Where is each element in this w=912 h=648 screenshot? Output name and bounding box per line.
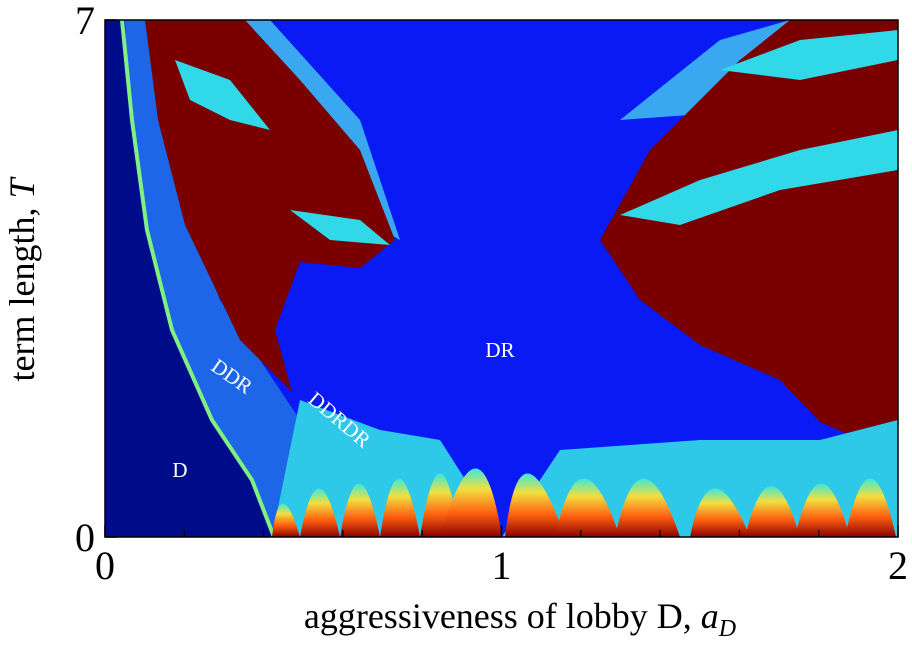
y-label-symbol: T xyxy=(2,176,42,199)
y-label-text: term length, xyxy=(2,208,42,382)
x-tick-label: 0 xyxy=(95,543,115,588)
annotation: D xyxy=(172,458,187,482)
phase-regions xyxy=(105,20,898,537)
annotation: DR xyxy=(485,338,514,362)
chart: D DDR DDRDR DR aggressiveness of lobby D… xyxy=(0,0,912,648)
x-tick-label: 1 xyxy=(492,543,512,588)
x-label-symbol: a xyxy=(701,596,719,636)
x-axis-label: aggressiveness of lobby D, aD xyxy=(304,596,736,642)
x-tick-label: 2 xyxy=(888,543,908,588)
y-tick-label: 7 xyxy=(75,0,95,43)
x-label-subscript: D xyxy=(718,616,736,642)
y-axis-label: term length, T xyxy=(2,176,42,382)
x-label-text: aggressiveness of lobby D, xyxy=(304,596,692,636)
y-tick-label: 0 xyxy=(75,515,95,560)
